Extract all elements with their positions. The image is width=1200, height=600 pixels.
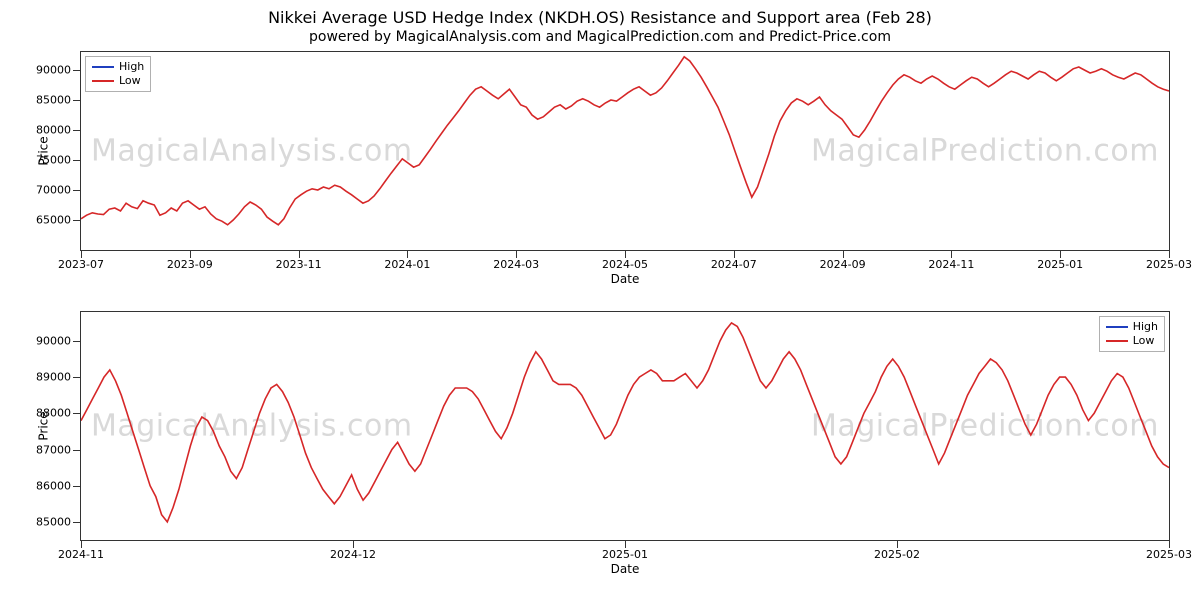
xtick (1060, 250, 1061, 258)
ytick (73, 220, 81, 221)
legend-top: High Low (85, 56, 151, 92)
legend-item-low-b: Low (1106, 334, 1158, 348)
xtick (625, 250, 626, 258)
ytick (73, 522, 81, 523)
xtick (951, 250, 952, 258)
bottom-chart-panel: MagicalAnalysis.com MagicalPrediction.co… (80, 311, 1170, 541)
xtick (843, 250, 844, 258)
ytick-label: 85000 (36, 515, 71, 528)
ytick-label: 65000 (36, 214, 71, 227)
xtick (625, 540, 626, 548)
ytick (73, 341, 81, 342)
legend-swatch-low (92, 80, 114, 82)
ytick-label: 85000 (36, 94, 71, 107)
xtick (1169, 540, 1170, 548)
xtick (734, 250, 735, 258)
xtick (897, 540, 898, 548)
figure-subtitle: powered by MagicalAnalysis.com and Magic… (10, 29, 1190, 45)
ytick (73, 413, 81, 414)
ytick (73, 70, 81, 71)
xtick-label: 2023-07 (58, 258, 104, 271)
legend-label-low-b: Low (1133, 334, 1155, 348)
legend-bottom: High Low (1099, 316, 1165, 352)
legend-item-high: High (92, 60, 144, 74)
legend-label-low: Low (119, 74, 141, 88)
legend-label-high-b: High (1133, 320, 1158, 334)
ytick-label: 89000 (36, 371, 71, 384)
xtick (1169, 250, 1170, 258)
ytick (73, 130, 81, 131)
xtick (81, 250, 82, 258)
xtick (516, 250, 517, 258)
ytick (73, 486, 81, 487)
xtick (190, 250, 191, 258)
xtick (81, 540, 82, 548)
chart-figure: Nikkei Average USD Hedge Index (NKDH.OS)… (0, 0, 1200, 600)
xtick-label: 2023-11 (276, 258, 322, 271)
xtick-label: 2024-12 (330, 548, 376, 561)
xtick-label: 2024-03 (493, 258, 539, 271)
xtick-label: 2025-01 (1037, 258, 1083, 271)
ytick-label: 70000 (36, 184, 71, 197)
ytick-label: 87000 (36, 443, 71, 456)
xtick (407, 250, 408, 258)
xaxis-label-top: Date (611, 272, 640, 286)
top-chart-panel: MagicalAnalysis.com MagicalPrediction.co… (80, 51, 1170, 251)
xtick-label: 2024-07 (711, 258, 757, 271)
xtick (353, 540, 354, 548)
figure-title: Nikkei Average USD Hedge Index (NKDH.OS)… (10, 8, 1190, 27)
xtick (299, 250, 300, 258)
xtick-label: 2025-02 (874, 548, 920, 561)
bottom-chart-svg (81, 312, 1169, 540)
xtick-label: 2025-03 (1146, 548, 1192, 561)
xtick-label: 2024-11 (58, 548, 104, 561)
legend-item-high-b: High (1106, 320, 1158, 334)
ytick-label: 88000 (36, 407, 71, 420)
legend-swatch-high (92, 66, 114, 68)
legend-swatch-low-b (1106, 340, 1128, 342)
ytick-label: 75000 (36, 154, 71, 167)
ytick (73, 100, 81, 101)
ytick-label: 90000 (36, 334, 71, 347)
series-low-line (81, 57, 1169, 225)
legend-label-high: High (119, 60, 144, 74)
xtick-label: 2024-09 (820, 258, 866, 271)
xtick-label: 2025-01 (602, 548, 648, 561)
series-low-line (81, 323, 1169, 522)
ytick-label: 90000 (36, 64, 71, 77)
ytick (73, 190, 81, 191)
xaxis-label-bottom: Date (611, 562, 640, 576)
ytick (73, 377, 81, 378)
xtick-label: 2025-03 (1146, 258, 1192, 271)
xtick-label: 2024-11 (928, 258, 974, 271)
ytick-label: 80000 (36, 124, 71, 137)
xtick-label: 2024-05 (602, 258, 648, 271)
legend-item-low: Low (92, 74, 144, 88)
legend-swatch-high-b (1106, 326, 1128, 328)
ytick (73, 450, 81, 451)
top-chart-svg (81, 52, 1169, 250)
ytick-label: 86000 (36, 479, 71, 492)
ytick (73, 160, 81, 161)
xtick-label: 2023-09 (167, 258, 213, 271)
xtick-label: 2024-01 (384, 258, 430, 271)
